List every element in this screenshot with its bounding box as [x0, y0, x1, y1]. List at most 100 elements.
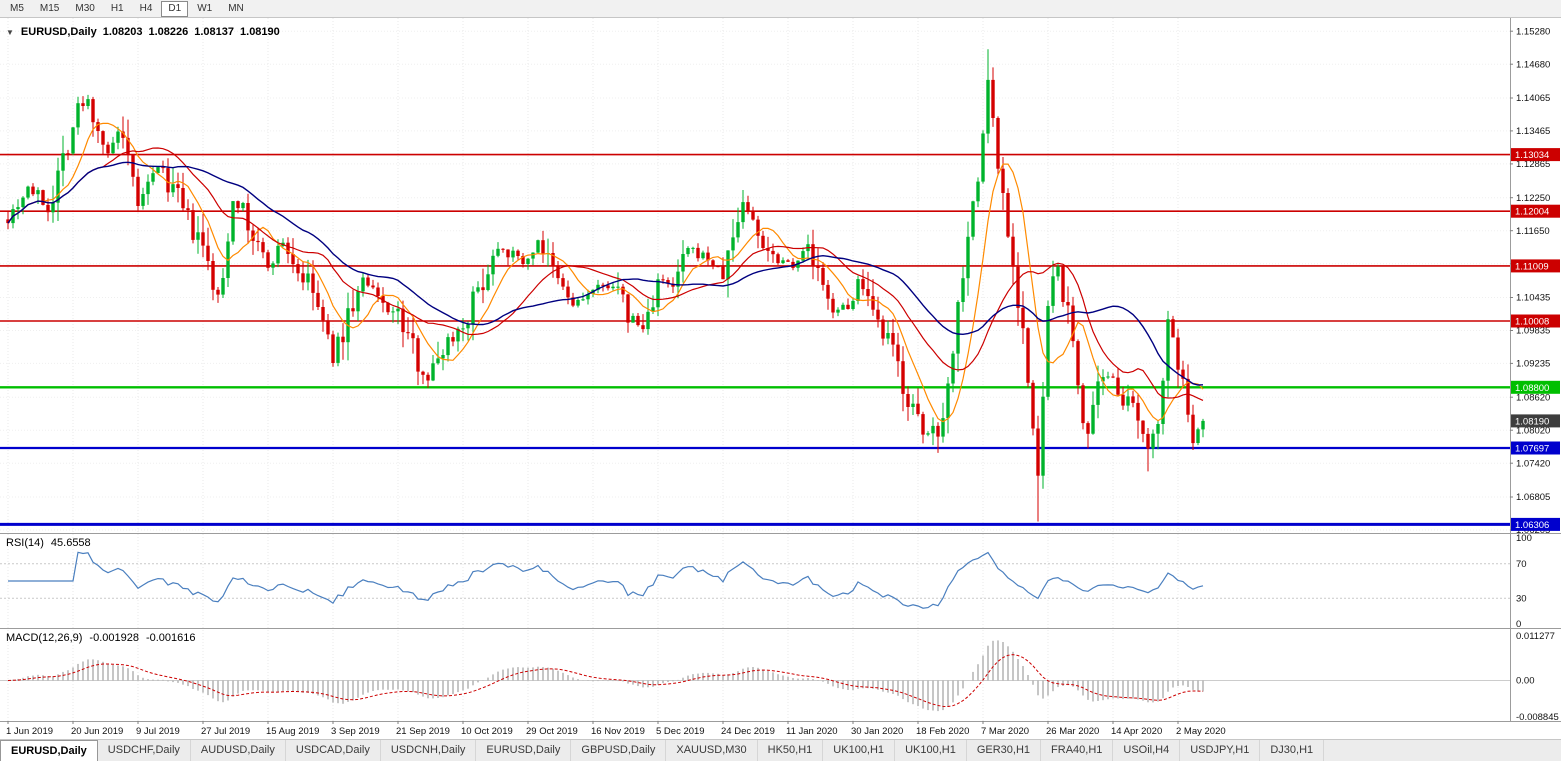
price-line-tags: 1.13034 1.12004 1.11009 1.10008 1.08800 1.076… [1511, 148, 1560, 531]
svg-text:18 Feb 2020: 18 Feb 2020 [916, 726, 969, 737]
svg-text:1.08800: 1.08800 [1515, 383, 1549, 394]
chart-tab-13-usoil-h4[interactable]: USOil,H4 [1113, 740, 1181, 761]
chart-tab-10-uk100-h1[interactable]: UK100,H1 [895, 740, 967, 761]
ma-slow-line [7, 161, 1204, 386]
svg-text:3 Sep 2019: 3 Sep 2019 [331, 726, 380, 737]
svg-text:14 Apr 2020: 14 Apr 2020 [1111, 726, 1162, 737]
svg-text:1.07697: 1.07697 [1515, 444, 1549, 455]
svg-text:30: 30 [1516, 593, 1527, 604]
svg-text:1.08620: 1.08620 [1516, 392, 1550, 403]
rsi-panel [0, 551, 1510, 609]
timeframe-button-mn[interactable]: MN [228, 2, 244, 14]
chart-tab-bar: EURUSD,Daily USDCHF,Daily AUDUSD,Daily USDC… [0, 739, 1561, 761]
current-price-tag [1511, 414, 1560, 428]
svg-text:11 Jan 2020: 11 Jan 2020 [786, 726, 838, 737]
timeframe-button-h1[interactable]: H1 [110, 2, 124, 14]
macd-panel [0, 640, 1510, 712]
support-resistance-lines [0, 153, 1510, 526]
svg-text:1.06306: 1.06306 [1515, 520, 1549, 531]
symbol-label: EURUSD,Daily [20, 26, 97, 38]
rsi-label: RSI(14) [6, 537, 44, 549]
chart-tab-8-hk50-h1[interactable]: HK50,H1 [758, 740, 824, 761]
rsi-line [8, 551, 1204, 609]
svg-text:7 Mar 2020: 7 Mar 2020 [981, 726, 1029, 737]
ohlc-close: 1.08190 [240, 26, 280, 38]
svg-text:1.10008: 1.10008 [1515, 317, 1549, 328]
ohlc-header: ▼ EURUSD,Daily 1.08203 1.08226 1.08137 1… [6, 26, 280, 38]
svg-text:30 Jan 2020: 30 Jan 2020 [851, 726, 903, 737]
chart-canvas[interactable]: 1.15280 1.14680 1.14065 1.13465 1.12865 1.122… [0, 18, 1561, 739]
svg-text:9 Jul 2019: 9 Jul 2019 [136, 726, 180, 737]
svg-text:1.09835: 1.09835 [1516, 326, 1550, 337]
chart-tab-1-usdchf-daily[interactable]: USDCHF,Daily [98, 740, 191, 761]
svg-text:1 Jun 2019: 1 Jun 2019 [6, 726, 53, 737]
svg-text:1.15280: 1.15280 [1516, 26, 1550, 37]
svg-text:26 Mar 2020: 26 Mar 2020 [1046, 726, 1099, 737]
svg-text:15 Aug 2019: 15 Aug 2019 [266, 726, 319, 737]
svg-text:1.08020: 1.08020 [1516, 425, 1550, 436]
svg-text:0.00: 0.00 [1516, 676, 1535, 687]
svg-text:24 Dec 2019: 24 Dec 2019 [721, 726, 775, 737]
chart-tab-9-uk100-h1[interactable]: UK100,H1 [823, 740, 896, 761]
svg-text:2 May 2020: 2 May 2020 [1176, 726, 1226, 737]
svg-text:1.08190: 1.08190 [1515, 416, 1549, 427]
chart-tab-5-eurusd-daily[interactable]: EURUSD,Daily [476, 740, 572, 761]
chart-window: 1.15280 1.14680 1.14065 1.13465 1.12865 1.122… [0, 18, 1561, 739]
macd-signal-value: -0.001616 [145, 632, 196, 644]
chart-tab-7-xauusd-m30[interactable]: XAUUSD,M30 [666, 740, 758, 761]
svg-text:20 Jun 2019: 20 Jun 2019 [71, 726, 123, 737]
ohlc-low: 1.08137 [194, 26, 235, 38]
timeframe-button-d1[interactable]: D1 [161, 0, 189, 17]
chart-tab-12-fra40-h1[interactable]: FRA40,H1 [1041, 740, 1114, 761]
svg-text:0: 0 [1516, 619, 1521, 630]
macd-signal-line [7, 654, 1204, 708]
svg-text:70: 70 [1516, 559, 1527, 570]
svg-text:1.09235: 1.09235 [1516, 359, 1550, 370]
rsi-value: 45.6558 [50, 537, 91, 549]
svg-text:1.11009: 1.11009 [1515, 261, 1549, 272]
chart-tab-0-eurusd-daily[interactable]: EURUSD,Daily [0, 740, 98, 761]
chart-tab-3-usdcad-daily[interactable]: USDCAD,Daily [286, 740, 381, 761]
svg-text:1.12004: 1.12004 [1515, 207, 1549, 218]
ohlc-open: 1.08203 [102, 26, 143, 38]
svg-text:1.12250: 1.12250 [1516, 193, 1550, 204]
ma-mid-line [7, 147, 1204, 401]
candlestick-series [6, 49, 1205, 522]
panel-separators [0, 18, 1561, 722]
macd-label: MACD(12,26,9) [6, 632, 83, 644]
timeframe-button-h4[interactable]: H4 [139, 2, 153, 14]
svg-text:0.011277: 0.011277 [1516, 631, 1555, 642]
symbol-dropdown-icon[interactable]: ▼ [6, 27, 14, 37]
chart-tab-15-dj30-h1[interactable]: DJ30,H1 [1260, 740, 1325, 761]
macd-scale: 0.011277 0.00 -0.008845 [1516, 631, 1559, 723]
svg-text:1.11650: 1.11650 [1516, 226, 1550, 237]
rsi-header: RSI(14) 45.6558 [6, 537, 91, 549]
chart-tab-4-usdcnh-daily[interactable]: USDCNH,Daily [381, 740, 477, 761]
svg-text:21 Sep 2019: 21 Sep 2019 [396, 726, 450, 737]
ma-fast-line [7, 122, 1204, 423]
svg-text:10 Oct 2019: 10 Oct 2019 [461, 726, 513, 737]
date-axis[interactable]: 1 Jun 2019 20 Jun 2019 9 Jul 2019 27 Jul 20… [6, 721, 1226, 737]
svg-text:1.13465: 1.13465 [1516, 126, 1550, 137]
svg-text:16 Nov 2019: 16 Nov 2019 [591, 726, 645, 737]
svg-text:1.14680: 1.14680 [1516, 59, 1550, 70]
svg-text:1.13034: 1.13034 [1515, 150, 1549, 161]
svg-text:1.12865: 1.12865 [1516, 159, 1550, 170]
timeframe-button-m5[interactable]: M5 [10, 2, 24, 14]
chart-tab-11-ger30-h1[interactable]: GER30,H1 [967, 740, 1042, 761]
svg-text:27 Jul 2019: 27 Jul 2019 [201, 726, 250, 737]
macd-header: MACD(12,26,9) -0.001928 -0.001616 [6, 632, 196, 644]
chart-tab-2-audusd-daily[interactable]: AUDUSD,Daily [191, 740, 286, 761]
rsi-scale: 100 70 30 0 [1516, 533, 1532, 630]
timeframe-button-m30[interactable]: M30 [75, 2, 95, 14]
timeframe-button-m15[interactable]: M15 [39, 2, 60, 14]
chart-tab-6-gbpusd-daily[interactable]: GBPUSD,Daily [571, 740, 667, 761]
svg-text:1.14065: 1.14065 [1516, 93, 1550, 104]
svg-text:29 Oct 2019: 29 Oct 2019 [526, 726, 578, 737]
svg-text:1.06805: 1.06805 [1516, 492, 1550, 503]
svg-text:-0.008845: -0.008845 [1516, 712, 1559, 723]
timeframe-button-w1[interactable]: W1 [197, 2, 213, 14]
svg-text:5 Dec 2019: 5 Dec 2019 [656, 726, 705, 737]
macd-main-value: -0.001928 [89, 632, 139, 644]
chart-tab-14-usdjpy-h1[interactable]: USDJPY,H1 [1180, 740, 1261, 761]
